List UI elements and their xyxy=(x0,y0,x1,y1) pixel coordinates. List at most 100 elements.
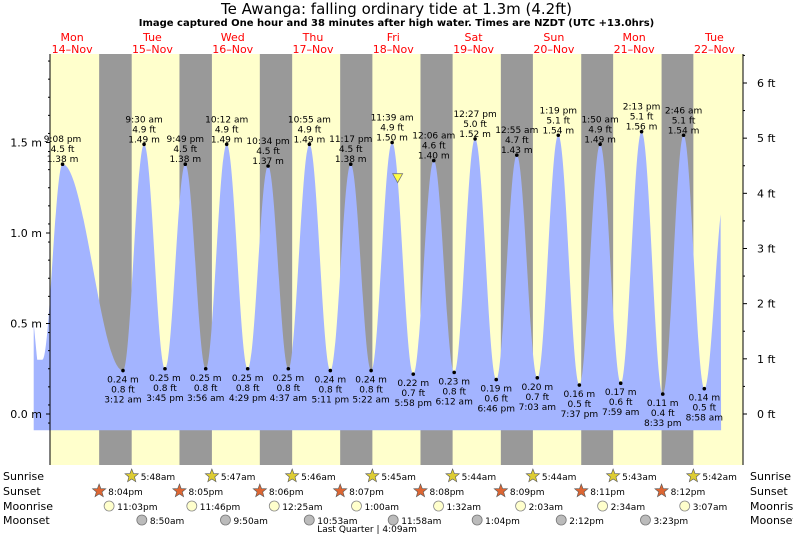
low-tide-dot xyxy=(452,370,456,375)
high-tide-metres: 1.37 m xyxy=(252,157,284,167)
low-tide-time: 5:58 pm xyxy=(394,399,432,409)
sunrise-icon xyxy=(204,468,220,483)
moonset-time: 3:23pm xyxy=(653,517,688,527)
low-tide-metres: 0.24 m xyxy=(355,376,387,386)
y-tick-label-right: 6 ft xyxy=(757,77,776,90)
low-tide-feet: 0.8 ft xyxy=(111,386,135,396)
moonset-icon xyxy=(640,514,651,526)
high-tide-metres: 1.38 m xyxy=(47,155,79,165)
high-tide-metres: 1.50 m xyxy=(376,134,408,144)
moonrise-time: 1:00am xyxy=(364,503,399,513)
high-tide-feet: 4.9 ft xyxy=(588,125,612,135)
high-tide-feet: 4.9 ft xyxy=(298,125,322,135)
high-tide-time: 1:50 am xyxy=(581,115,618,125)
day-header-name: Sun xyxy=(543,31,564,44)
sunset-icon xyxy=(91,483,107,498)
moonrise-icon xyxy=(433,500,444,512)
high-tide-dot xyxy=(142,142,146,147)
low-tide-feet: 0.7 ft xyxy=(525,393,549,403)
moonset-icon xyxy=(303,514,315,526)
low-tide-time: 6:12 am xyxy=(435,397,472,407)
sunset-icon xyxy=(252,483,268,498)
y-tick-label-right: 2 ft xyxy=(757,298,776,311)
high-tide-dot xyxy=(60,162,65,167)
day-header-date: 22–Nov xyxy=(694,43,735,56)
high-tide-metres: 1.38 m xyxy=(169,155,201,165)
axes: 0.0 m 0.5 m 1.0 m 1.5 m 0 ft 1 ft 2 ft 3 ft 4 ft… xyxy=(10,54,776,465)
extreme-labels: 9:08 pm4.5 ft1.38 m0.24 m0.8 ft3:12 am9:… xyxy=(44,103,723,429)
low-tide-feet: 0.8 ft xyxy=(153,384,177,394)
astronomy-rows: Sunrise Sunrise Sunset Sunset Moonrise Moonri… xyxy=(3,468,793,535)
row-label-right-moonset: Moonset xyxy=(750,514,793,527)
sunset-time: 8:11pm xyxy=(590,488,625,498)
high-tide-feet: 4.6 ft xyxy=(422,142,446,152)
low-tide-dot xyxy=(618,381,623,386)
sunset-icon xyxy=(332,483,348,498)
low-tide-dot xyxy=(203,366,208,371)
y-tick-label-right: 4 ft xyxy=(757,187,776,200)
day-header-date: 19–Nov xyxy=(453,43,494,56)
low-tide-metres: 0.20 m xyxy=(521,383,553,393)
low-tide-feet: 0.8 ft xyxy=(194,384,218,394)
high-tide-time: 12:27 pm xyxy=(453,110,496,120)
high-tide-metres: 1.49 m xyxy=(211,135,243,145)
y-tick-label-left: 1.0 m xyxy=(10,227,42,240)
day-header-name: Mon xyxy=(623,31,646,44)
moonset-time: 8:50am xyxy=(150,517,185,527)
moonset-icon xyxy=(387,514,399,526)
low-tide-feet: 0.8 ft xyxy=(276,384,300,394)
high-tide-metres: 1.52 m xyxy=(459,130,491,140)
y-tick-label-left: 1.5 m xyxy=(10,137,42,150)
low-tide-feet: 0.8 ft xyxy=(236,384,260,394)
low-tide-time: 7:59 am xyxy=(602,408,639,418)
low-tide-dot xyxy=(369,368,373,373)
moonrise-icon xyxy=(679,500,691,512)
moonrise-time: 11:46pm xyxy=(200,503,240,513)
high-tide-dot xyxy=(348,162,353,167)
high-tide-time: 12:06 am xyxy=(412,132,455,142)
sunrise-time: 5:45am xyxy=(381,473,416,483)
low-tide-time: 7:37 pm xyxy=(561,410,599,420)
high-tide-feet: 5.1 ft xyxy=(546,116,570,126)
high-tide-feet: 4.5 ft xyxy=(339,145,363,155)
low-tide-dot xyxy=(702,386,707,391)
day-header-name: Wed xyxy=(221,31,245,44)
y-tick-label-left: 0.5 m xyxy=(10,318,42,331)
sunrise-time: 5:44am xyxy=(542,473,577,483)
moonset-icon xyxy=(471,514,483,526)
row-label-left-moonrise: Moonrise xyxy=(3,500,53,513)
day-header-date: 21–Nov xyxy=(614,43,655,56)
low-tide-dot xyxy=(660,392,665,396)
high-tide-feet: 5.1 ft xyxy=(672,116,696,126)
low-tide-time: 3:56 am xyxy=(187,394,224,404)
low-tide-metres: 0.14 m xyxy=(688,394,720,404)
low-tide-feet: 0.4 ft xyxy=(651,409,675,419)
sunrise-icon xyxy=(445,468,461,483)
high-tide-time: 2:46 am xyxy=(665,106,702,116)
high-tide-feet: 4.7 ft xyxy=(505,136,529,146)
chart-title: Te Awanga: falling ordinary tide at 1.3m… xyxy=(221,0,572,18)
low-tide-dot xyxy=(535,376,540,380)
sunrise-time: 5:42am xyxy=(702,473,737,483)
moonset-time: 9:50am xyxy=(233,517,267,527)
low-tide-metres: 0.25 m xyxy=(149,374,181,384)
sunrise-time: 5:44am xyxy=(462,473,497,483)
row-label-right-sunrise: Sunrise xyxy=(750,470,791,483)
sunrise-time: 5:48am xyxy=(141,473,176,483)
moonset-time: 10:53am xyxy=(317,517,357,527)
day-header-name: Sat xyxy=(465,31,484,44)
day-header-date: 16–Nov xyxy=(212,43,253,56)
high-tide-dot xyxy=(515,153,519,157)
row-label-right-moonrise: Moonrise xyxy=(750,500,793,513)
sunrise-icon xyxy=(284,468,300,483)
high-tide-dot xyxy=(390,140,394,145)
y-tick-label-right: 1 ft xyxy=(757,353,776,366)
y-tick-label-right: 5 ft xyxy=(757,132,776,145)
low-tide-metres: 0.11 m xyxy=(647,399,679,409)
low-tide-feet: 0.8 ft xyxy=(442,387,466,397)
high-tide-metres: 1.40 m xyxy=(418,152,450,162)
high-tide-metres: 1.56 m xyxy=(626,123,658,133)
low-tide-dot xyxy=(577,383,582,387)
high-tide-dot xyxy=(598,142,602,147)
